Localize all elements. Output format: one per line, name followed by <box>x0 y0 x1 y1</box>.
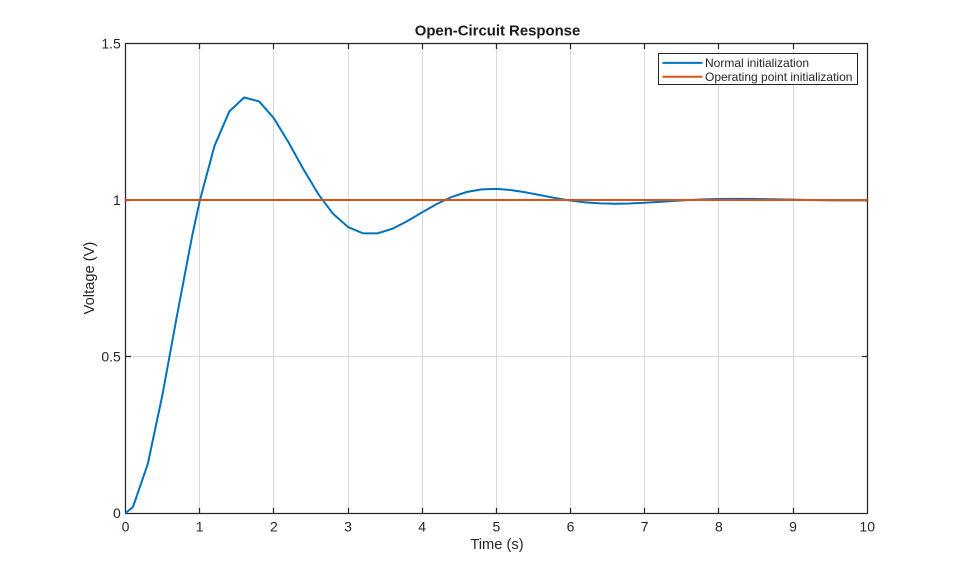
svg-text:2: 2 <box>270 519 278 535</box>
svg-text:0.5: 0.5 <box>101 349 121 365</box>
svg-text:Time (s): Time (s) <box>470 537 523 553</box>
svg-text:1: 1 <box>196 519 204 535</box>
svg-text:3: 3 <box>344 519 352 535</box>
svg-text:4: 4 <box>418 519 426 535</box>
svg-text:1.5: 1.5 <box>101 36 121 52</box>
svg-text:9: 9 <box>789 519 797 535</box>
svg-text:Voltage (V): Voltage (V) <box>82 242 98 315</box>
svg-text:Operating point initialization: Operating point initialization <box>705 70 852 84</box>
svg-text:6: 6 <box>567 519 575 535</box>
svg-text:Open-Circuit Response: Open-Circuit Response <box>415 24 580 40</box>
svg-text:1: 1 <box>113 192 121 208</box>
svg-text:8: 8 <box>715 519 723 535</box>
svg-text:5: 5 <box>492 519 500 535</box>
svg-text:0: 0 <box>113 505 121 521</box>
svg-text:Normal initialization: Normal initialization <box>705 56 809 70</box>
svg-text:0: 0 <box>122 519 130 535</box>
svg-text:10: 10 <box>859 519 875 535</box>
svg-text:7: 7 <box>641 519 649 535</box>
